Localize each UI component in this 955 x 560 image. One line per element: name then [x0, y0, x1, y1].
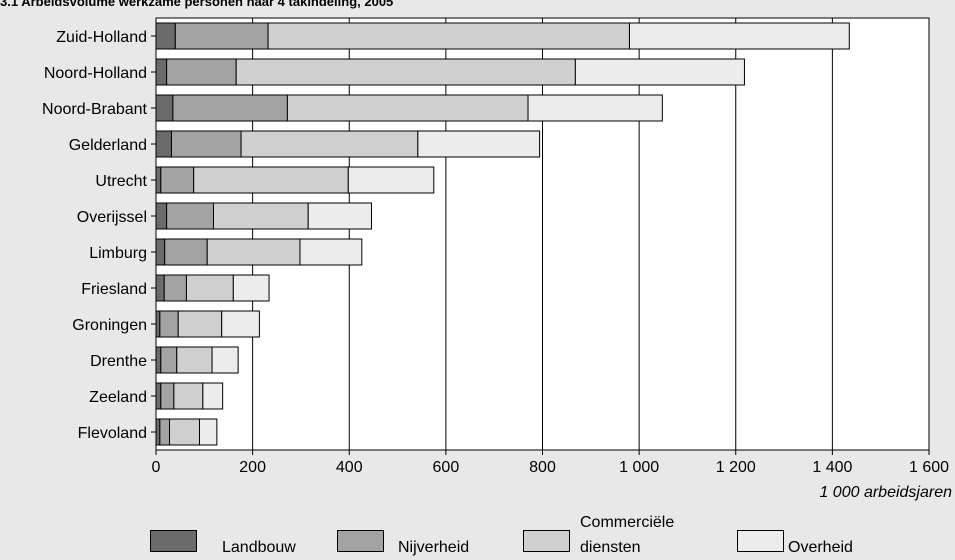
y-tick-label: Groningen	[72, 317, 147, 334]
legend-label-nijverheid: Nijverheid	[398, 539, 470, 556]
bar-segment	[206, 238, 301, 266]
bar-segment	[212, 202, 309, 230]
y-tick-label: Limburg	[89, 245, 147, 262]
y-tick-label: Utrecht	[95, 173, 147, 190]
y-tick-label: Overijssel	[77, 209, 147, 226]
chart-title: 3.1 Arbeidsvolume werkzame personen naar…	[0, 0, 394, 9]
y-tick-label: Flevoland	[78, 425, 147, 442]
legend-label-landbouw: Landbouw	[222, 539, 296, 556]
legend-swatch-commerciele-diensten	[523, 530, 570, 552]
x-tick-label: 400	[336, 459, 363, 476]
x-axis-label: 1 000 arbeidsjaren	[819, 484, 952, 501]
y-tick-label: Friesland	[81, 281, 147, 298]
bar-segment	[211, 346, 239, 374]
bar-segment	[232, 274, 270, 302]
bar-segment	[235, 58, 576, 86]
y-tick-label: Noord-Brabant	[42, 101, 148, 118]
bar-segment	[155, 310, 161, 338]
bar-segment	[574, 58, 745, 86]
y-tick-label: Gelderland	[69, 137, 147, 154]
bar-segment	[173, 382, 204, 410]
bar-segment	[155, 346, 162, 374]
bar-segment	[160, 382, 175, 410]
bar-segment	[159, 418, 171, 446]
x-tick-label: 800	[529, 459, 556, 476]
y-tick-label: Zuid-Holland	[56, 29, 147, 46]
bar-segment	[155, 418, 161, 446]
bar-segment	[155, 166, 162, 194]
bar-segment	[155, 58, 168, 86]
bar-segment	[170, 130, 242, 158]
bar-segment	[299, 238, 363, 266]
bar-segment	[286, 94, 529, 122]
bar-segment	[185, 274, 234, 302]
x-tick-label: 1 000	[619, 459, 659, 476]
bar-segment	[174, 22, 269, 50]
legend-label-commerciele-line2: diensten	[580, 539, 641, 556]
x-tick-label: 1 600	[909, 459, 949, 476]
bar-segment	[160, 166, 195, 194]
bar-segment	[160, 346, 178, 374]
bar-segment	[527, 94, 663, 122]
bar-segment	[172, 94, 288, 122]
y-tick-label: Noord-Holland	[44, 65, 147, 82]
bar-segment	[202, 382, 224, 410]
bar-segment	[155, 274, 165, 302]
bar-segment	[177, 310, 223, 338]
bar-segment	[159, 310, 179, 338]
x-tick-label: 1 400	[812, 459, 852, 476]
bar-segment	[169, 418, 200, 446]
bar-segment	[155, 22, 176, 50]
bar-segment	[155, 238, 166, 266]
x-tick-label: 200	[239, 459, 266, 476]
bar-segment	[163, 274, 187, 302]
bar-segment	[221, 310, 260, 338]
bar-chart: 0 200 400 600 800 1 000 1 200 1 400 1 600 Zuid-Ho…	[42, 17, 952, 501]
y-tick-label: Drenthe	[90, 353, 147, 370]
bar-segment	[198, 418, 218, 446]
bar-segment	[307, 202, 372, 230]
bar-segment	[166, 58, 237, 86]
bar-segment	[155, 202, 168, 230]
bar-segment	[417, 130, 541, 158]
bar-segment	[176, 346, 213, 374]
bar-segment	[155, 382, 162, 410]
y-tick-label: Zeeland	[89, 389, 147, 406]
legend-swatch-overheid	[737, 530, 784, 552]
legend-label-overheid: Overheid	[788, 539, 853, 556]
bar-segment	[267, 22, 630, 50]
bar-segment	[240, 130, 419, 158]
bar-segment	[166, 202, 214, 230]
x-tick-label: 1 200	[716, 459, 756, 476]
bar-segment	[155, 94, 174, 122]
legend-label-commerciele-line1: Commerciële	[580, 514, 675, 531]
x-tick-label: 600	[433, 459, 460, 476]
bar-segment	[628, 22, 850, 50]
x-tick-label: 0	[152, 459, 161, 476]
bar-segment	[164, 238, 208, 266]
legend-swatch-nijverheid	[337, 530, 384, 552]
bar-segment	[347, 166, 435, 194]
bar-segment	[193, 166, 349, 194]
bar-segment	[155, 130, 172, 158]
legend-swatch-landbouw	[150, 530, 197, 552]
